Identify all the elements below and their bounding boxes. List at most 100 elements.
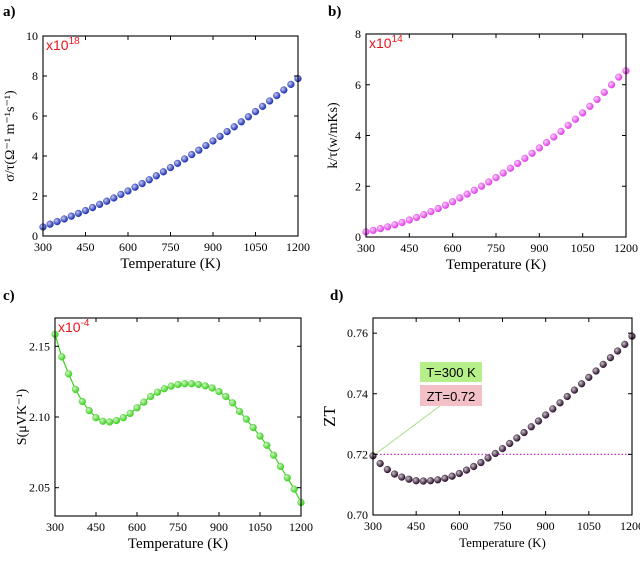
data-point <box>173 159 182 168</box>
x-tick-label: 1050 <box>244 240 268 254</box>
x-tick-label: 750 <box>162 240 180 254</box>
data-point <box>607 81 616 89</box>
x-tick-label: 1200 <box>286 240 310 254</box>
data-point <box>188 380 196 388</box>
data-point <box>153 388 162 396</box>
data-point <box>159 168 168 176</box>
data-point <box>110 194 118 202</box>
x-axis-label: Temperature (K) <box>120 256 220 272</box>
data-point <box>74 209 83 218</box>
data-point <box>266 97 274 105</box>
y-tick-label: 2.05 <box>29 481 50 495</box>
x-tick-label: 600 <box>444 241 462 255</box>
data-point <box>434 476 442 484</box>
data-point <box>391 221 399 229</box>
data-point <box>514 159 522 168</box>
data-point <box>287 80 295 89</box>
data-point <box>434 204 442 213</box>
data-point <box>215 387 223 396</box>
y-tick-label: 6 <box>32 109 38 123</box>
data-point <box>390 470 399 478</box>
data-point <box>58 353 66 361</box>
series-line <box>54 334 302 503</box>
data-point <box>222 392 230 401</box>
data-point <box>85 407 93 415</box>
data-point <box>419 477 427 485</box>
data-point <box>249 424 257 432</box>
data-point <box>270 451 278 459</box>
data-point <box>420 211 428 219</box>
y-tick-label: 2.10 <box>29 410 50 424</box>
data-point <box>230 123 238 131</box>
y-tick-label: 0.74 <box>347 387 368 401</box>
x-tick-label: 1200 <box>614 241 638 255</box>
data-point <box>521 154 529 162</box>
data-point <box>441 201 450 209</box>
data-point <box>527 423 535 431</box>
data-point <box>398 218 406 227</box>
data-point <box>456 194 464 202</box>
data-point <box>506 164 515 172</box>
data-point <box>235 407 244 415</box>
data-point <box>621 340 629 348</box>
data-point <box>534 417 543 425</box>
data-point <box>106 418 114 426</box>
chart-panel-4: d) T=300 K ZT=0.72 300 450 600 750 900 1050 1200 0… <box>320 288 640 550</box>
data-point <box>579 109 587 117</box>
y-tick-label: 2.15 <box>29 339 50 353</box>
data-point <box>145 176 153 184</box>
y-tick-label: 4 <box>32 149 38 163</box>
data-point <box>166 164 175 172</box>
y-tick-label: 0.76 <box>347 326 368 340</box>
annotation-zt: ZT=0.72 <box>427 389 476 404</box>
data-point <box>463 190 471 198</box>
x-axis-label: Temperature (K) <box>459 535 546 550</box>
data-point <box>174 380 182 389</box>
data-point <box>470 186 478 194</box>
y-tick-label: 6 <box>355 78 361 92</box>
y-tick-label: 2 <box>355 179 361 193</box>
data-point <box>384 223 392 231</box>
chart-panel-2: b) 300 450 600 750 900 1050 1200 0 2 4 6 8 Temperatur… <box>326 4 638 273</box>
data-point <box>53 218 61 226</box>
data-point <box>571 115 580 123</box>
data-point <box>124 187 132 195</box>
data-point <box>520 428 528 437</box>
data-point <box>542 411 550 419</box>
data-point <box>412 213 421 222</box>
data-point <box>557 127 565 136</box>
data-point <box>138 180 146 188</box>
data-point <box>263 441 271 449</box>
data-point <box>202 142 210 150</box>
data-point <box>535 144 543 152</box>
x-tick-label: 1050 <box>248 520 272 534</box>
data-point <box>376 225 385 233</box>
data-point <box>256 432 264 440</box>
data-point <box>484 454 492 462</box>
data-point <box>427 208 435 216</box>
data-point <box>152 172 160 180</box>
chart-panel-3: c) 300 450 600 750 900 1050 1200 2.05 2.10 2.15 Tem… <box>3 288 313 552</box>
data-point <box>280 86 288 94</box>
data-point <box>606 354 615 362</box>
data-point <box>369 226 377 235</box>
y-axis-label: ZT <box>320 406 339 427</box>
data-point <box>216 132 224 141</box>
x-tick-label: 900 <box>537 519 555 533</box>
data-point <box>593 95 601 104</box>
annotation-leader <box>372 396 453 457</box>
x-tick-label: 750 <box>494 519 512 533</box>
axes-frame <box>42 35 299 237</box>
x-tick-label: 750 <box>169 520 187 534</box>
data-point <box>492 174 500 182</box>
data-point <box>550 133 558 141</box>
y-tick-label: 0 <box>355 230 361 244</box>
data-point <box>485 178 493 186</box>
x-tick-label: 300 <box>34 240 52 254</box>
data-point <box>67 212 75 220</box>
data-point <box>181 155 189 163</box>
data-point <box>506 439 514 448</box>
data-point <box>201 382 209 390</box>
data-point <box>103 197 111 205</box>
y-tick-label: 10 <box>26 29 38 43</box>
